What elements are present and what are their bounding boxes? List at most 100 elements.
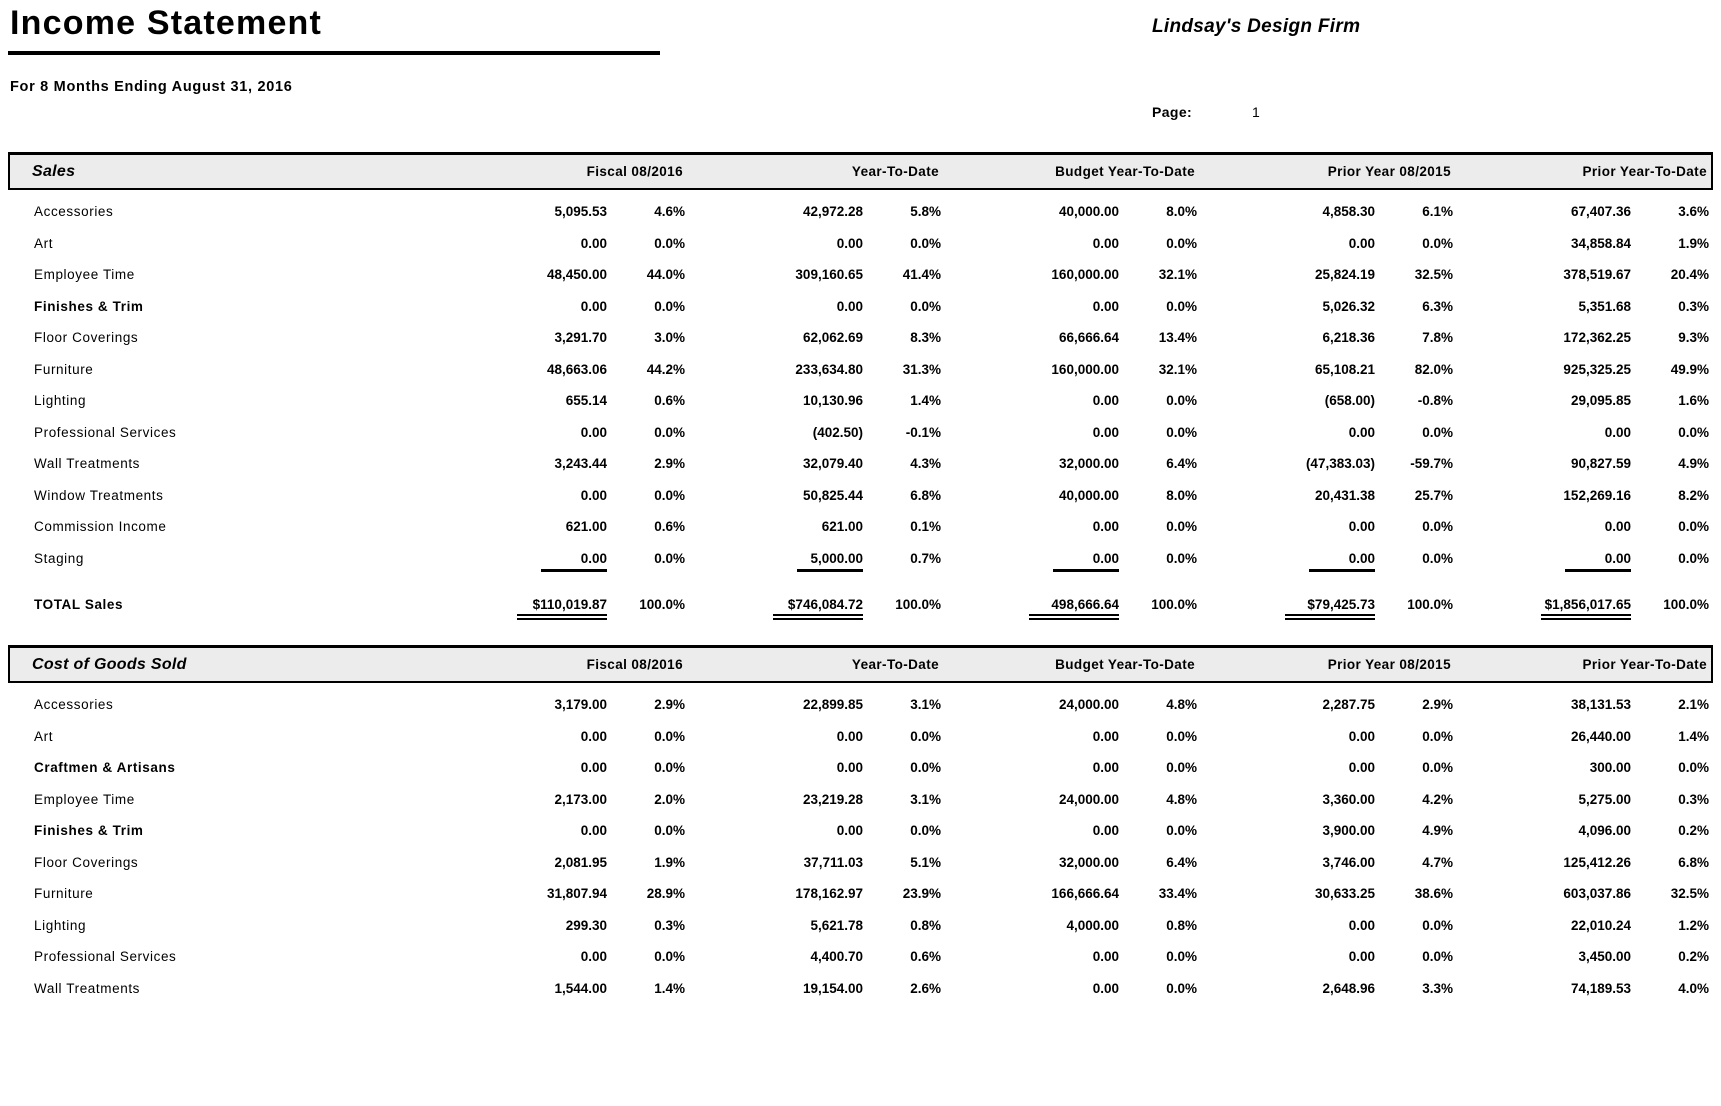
column-header: Budget Year-To-Date bbox=[1055, 164, 1195, 179]
report-section: Sales Fiscal 08/2016 Year-To-Date Budget Ye… bbox=[8, 152, 1713, 621]
amount-cell: 5,275.00 bbox=[1578, 791, 1631, 807]
amount-cell: 29,095.85 bbox=[1570, 393, 1631, 409]
amount-cell: 621.00 bbox=[821, 519, 863, 535]
column-header: Budget Year-To-Date bbox=[1055, 657, 1195, 672]
amount-cell: 37,711.03 bbox=[803, 854, 863, 870]
account-label: Finishes & Trim bbox=[34, 298, 144, 314]
amount-cell: 19,154.00 bbox=[802, 980, 863, 996]
percent-cell: 13.4% bbox=[1158, 330, 1197, 346]
amount-cell: 66,666.64 bbox=[1058, 330, 1119, 346]
account-row: Accessories 5,095.53 4.6% 42,972.28 5.8% 40,0… bbox=[8, 196, 1713, 228]
percent-cell: 0.6% bbox=[910, 949, 941, 965]
account-row: Art 0.00 0.0% 0.00 0.0% 0.00 0.0% 0.00 0.0% 34,85… bbox=[8, 228, 1713, 260]
amount-cell: 925,325.25 bbox=[1563, 361, 1631, 377]
percent-cell: 38.6% bbox=[1414, 886, 1453, 902]
column-header: Fiscal 08/2016 bbox=[586, 657, 683, 672]
amount-cell: 603,037.86 bbox=[1563, 886, 1631, 902]
percent-cell: 6.4% bbox=[1166, 854, 1197, 870]
column-header: Prior Year-To-Date bbox=[1582, 164, 1707, 179]
percent-cell: 6.3% bbox=[1422, 298, 1453, 314]
account-label: Employee Time bbox=[34, 267, 135, 283]
percent-cell: 5.1% bbox=[910, 854, 941, 870]
account-row: Floor Coverings 3,291.70 3.0% 62,062.69 8.3%… bbox=[8, 322, 1713, 354]
percent-cell: 3.3% bbox=[1422, 980, 1453, 996]
amount-cell: 0.00 bbox=[429, 551, 607, 572]
account-label: Floor Coverings bbox=[34, 854, 139, 870]
percent-cell: 2.9% bbox=[1422, 697, 1453, 713]
amount-cell: 0.00 bbox=[580, 823, 607, 839]
account-row: Finishes & Trim 0.00 0.0% 0.00 0.0% 0.00 0.0% 3… bbox=[8, 815, 1713, 847]
total-amount-cell: 498,666.64 bbox=[941, 597, 1119, 620]
amount-cell: 6,218.36 bbox=[1322, 330, 1375, 346]
percent-cell: 0.0% bbox=[1166, 760, 1197, 776]
percent-cell: 4.9% bbox=[1422, 823, 1453, 839]
percent-cell: 4.8% bbox=[1166, 697, 1197, 713]
amount-cell: 4,400.70 bbox=[810, 949, 863, 965]
account-row: Wall Treatments 3,243.44 2.9% 32,079.40 4.3%… bbox=[8, 448, 1713, 480]
account-row: Employee Time 48,450.00 44.0% 309,160.65 41.… bbox=[8, 259, 1713, 291]
percent-cell: 0.0% bbox=[1166, 235, 1197, 251]
percent-cell: 28.9% bbox=[646, 886, 685, 902]
report-period: For 8 Months Ending August 31, 2016 bbox=[10, 79, 293, 95]
percent-cell: 0.6% bbox=[654, 519, 685, 535]
percent-cell: 0.0% bbox=[654, 235, 685, 251]
column-header: Year-To-Date bbox=[851, 164, 939, 179]
amount-cell: 0.00 bbox=[836, 235, 863, 251]
account-row: Craftmen & Artisans 0.00 0.0% 0.00 0.0% 0.00 0… bbox=[8, 752, 1713, 784]
percent-cell: 2.6% bbox=[910, 980, 941, 996]
amount-cell: 10,130.96 bbox=[802, 393, 863, 409]
underlined-amount: 5,000.00 bbox=[797, 551, 863, 572]
percent-cell: 32.1% bbox=[1158, 267, 1197, 283]
total-amount-cell: $79,425.73 bbox=[1197, 597, 1375, 620]
amount-cell: 0.00 bbox=[1348, 917, 1375, 933]
percent-cell: 0.0% bbox=[1166, 519, 1197, 535]
amount-cell: 50,825.44 bbox=[802, 487, 863, 503]
column-header: Fiscal 08/2016 bbox=[586, 164, 683, 179]
percent-cell: 49.9% bbox=[1670, 361, 1709, 377]
amount-cell: 5,621.78 bbox=[810, 917, 863, 933]
amount-cell: 0.00 bbox=[1453, 551, 1631, 572]
amount-cell: 152,269.16 bbox=[1563, 487, 1631, 503]
account-label: Professional Services bbox=[34, 949, 177, 965]
double-underline: 498,666.64 bbox=[1029, 597, 1119, 620]
percent-cell: 0.0% bbox=[654, 760, 685, 776]
account-row: Furniture 31,807.94 28.9% 178,162.97 23.9% 16… bbox=[8, 878, 1713, 910]
amount-cell: 0.00 bbox=[1092, 519, 1119, 535]
percent-cell: 0.7% bbox=[910, 550, 941, 566]
account-row: Staging 0.00 0.0% 5,000.00 0.7% 0.00 0.0% 0.00 0… bbox=[8, 543, 1713, 575]
amount-cell: 32,000.00 bbox=[1058, 456, 1119, 472]
percent-cell: 0.0% bbox=[654, 823, 685, 839]
amount-cell: 25,824.19 bbox=[1314, 267, 1375, 283]
amount-cell: 0.00 bbox=[1092, 424, 1119, 440]
amount-cell: 74,189.53 bbox=[1570, 980, 1631, 996]
account-row: Window Treatments 0.00 0.0% 50,825.44 6.8% 40… bbox=[8, 480, 1713, 512]
account-label: Lighting bbox=[34, 393, 87, 409]
amount-cell: 300.00 bbox=[1589, 760, 1631, 776]
percent-cell: 0.1% bbox=[910, 519, 941, 535]
amount-cell: 3,243.44 bbox=[554, 456, 607, 472]
percent-cell: 0.0% bbox=[910, 235, 941, 251]
account-label: Lighting bbox=[34, 917, 87, 933]
amount-cell: 2,648.96 bbox=[1322, 980, 1375, 996]
percent-cell: 0.0% bbox=[654, 424, 685, 440]
account-row: Professional Services 0.00 0.0% (402.50) -0.… bbox=[8, 417, 1713, 449]
percent-cell: 4.3% bbox=[910, 456, 941, 472]
amount-cell: 0.00 bbox=[836, 760, 863, 776]
account-label: Craftmen & Artisans bbox=[34, 760, 176, 776]
amount-cell: 5,000.00 bbox=[685, 551, 863, 572]
amount-cell: 22,899.85 bbox=[802, 697, 863, 713]
percent-cell: 7.8% bbox=[1422, 330, 1453, 346]
amount-cell: 125,412.26 bbox=[1563, 854, 1631, 870]
percent-cell: 1.2% bbox=[1678, 917, 1709, 933]
amount-cell: 42,972.28 bbox=[802, 204, 863, 220]
amount-cell: 178,162.97 bbox=[795, 886, 863, 902]
percent-cell: 0.0% bbox=[1678, 550, 1709, 566]
percent-cell: 0.2% bbox=[1678, 949, 1709, 965]
percent-cell: 1.9% bbox=[1678, 235, 1709, 251]
column-header: Prior Year 08/2015 bbox=[1327, 164, 1451, 179]
amount-cell: 233,634.80 bbox=[795, 361, 863, 377]
amount-cell: 160,000.00 bbox=[1051, 361, 1119, 377]
double-underline: $746,084.72 bbox=[773, 597, 863, 620]
column-header: Prior Year 08/2015 bbox=[1327, 657, 1451, 672]
underlined-amount: 0.00 bbox=[541, 551, 607, 572]
